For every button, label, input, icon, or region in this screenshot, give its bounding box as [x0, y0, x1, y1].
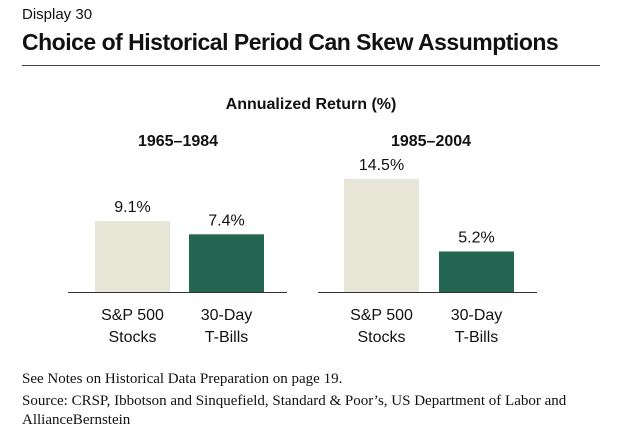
- page-title: Choice of Historical Period Can Skew Ass…: [22, 29, 559, 55]
- data-label: 9.1%: [114, 199, 150, 216]
- category-label: 30-Day T-Bills: [451, 307, 503, 346]
- data-label: 14.5%: [359, 157, 404, 174]
- title-divider: [22, 65, 600, 66]
- data-note: See Notes on Historical Data Preparation…: [22, 371, 343, 387]
- category-label-line: T-Bills: [205, 329, 249, 346]
- chart-title: Annualized Return (%): [226, 96, 397, 113]
- category-label-line: 30-Day: [201, 307, 253, 324]
- display-label: Display 30: [22, 6, 93, 23]
- period-label: 1965–1984: [138, 133, 218, 150]
- category-label: 30-Day T-Bills: [201, 307, 253, 346]
- data-label: 7.4%: [208, 212, 244, 229]
- category-label-line: Stocks: [108, 329, 156, 346]
- bar-stocks: [95, 221, 170, 292]
- bar-stocks: [344, 179, 419, 292]
- bar-tbills: [189, 234, 264, 292]
- category-label: S&P 500 Stocks: [101, 307, 164, 346]
- category-label-line: S&P 500: [350, 307, 413, 324]
- period-label: 1985–2004: [391, 133, 471, 150]
- category-label-line: 30-Day: [451, 307, 503, 324]
- category-label-line: S&P 500: [101, 307, 164, 324]
- data-label: 5.2%: [458, 229, 494, 246]
- category-label-line: T-Bills: [455, 329, 499, 346]
- category-label: S&P 500 Stocks: [350, 307, 413, 346]
- bar-tbills: [439, 251, 514, 292]
- category-label-line: Stocks: [357, 329, 405, 346]
- source-note: Source: CRSP, Ibbotson and Sinquefield, …: [22, 393, 567, 428]
